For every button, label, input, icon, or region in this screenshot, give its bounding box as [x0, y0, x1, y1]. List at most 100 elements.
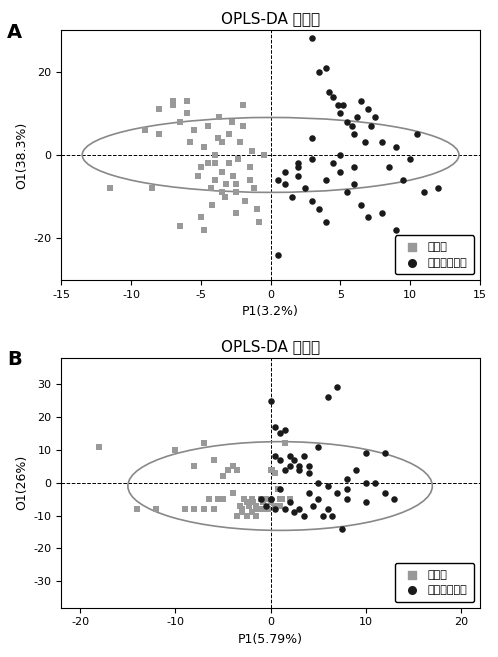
Point	[336, 108, 344, 118]
Point	[287, 191, 295, 202]
Text: B: B	[7, 350, 21, 369]
Point	[240, 494, 248, 505]
Point	[224, 464, 232, 475]
Point	[305, 487, 313, 498]
Point	[236, 501, 244, 511]
Point	[200, 438, 208, 449]
Title: OPLS-DA 得分图: OPLS-DA 得分图	[221, 339, 320, 354]
Point	[232, 208, 240, 219]
Point	[191, 461, 199, 472]
Point	[343, 494, 351, 505]
Point	[338, 524, 346, 534]
Text: A: A	[7, 22, 22, 41]
Point	[210, 504, 218, 514]
Point	[207, 183, 215, 194]
Point	[204, 120, 212, 131]
Point	[219, 471, 227, 482]
Point	[235, 154, 243, 164]
Point	[210, 455, 218, 465]
Point	[322, 62, 330, 73]
Point	[233, 464, 241, 475]
Point	[329, 158, 337, 168]
Point	[295, 461, 303, 472]
Point	[183, 95, 191, 106]
Point	[322, 175, 330, 185]
Point	[286, 494, 294, 505]
Point	[215, 112, 223, 123]
Point	[343, 474, 351, 485]
Point	[348, 120, 356, 131]
Point	[325, 87, 333, 98]
Point	[390, 494, 398, 505]
Point	[236, 137, 244, 148]
Point	[155, 129, 163, 139]
Point	[242, 196, 249, 206]
Point	[208, 200, 216, 210]
Point	[378, 137, 386, 148]
Point	[243, 497, 251, 508]
Point	[294, 158, 302, 168]
Point	[155, 104, 163, 114]
Point	[329, 91, 337, 102]
Point	[319, 510, 327, 521]
Point	[300, 451, 308, 462]
Title: OPLS-DA 得分图: OPLS-DA 得分图	[221, 11, 320, 26]
Point	[228, 116, 236, 127]
Point	[271, 504, 279, 514]
Point	[314, 442, 322, 452]
Point	[314, 478, 322, 488]
Point	[250, 183, 258, 194]
Point	[315, 66, 323, 77]
Point	[278, 494, 286, 505]
Point	[329, 510, 337, 521]
Point	[252, 510, 260, 521]
Point	[309, 501, 317, 511]
Point	[268, 464, 276, 475]
Point	[308, 154, 316, 164]
Point	[232, 187, 240, 198]
Point	[238, 504, 246, 514]
Point	[95, 442, 103, 452]
Point	[252, 204, 260, 214]
Point	[378, 208, 386, 219]
Point	[245, 501, 252, 511]
Point	[239, 120, 247, 131]
Point	[200, 504, 208, 514]
Legend: 对照组, 脑白质病变组: 对照组, 脑白质病变组	[394, 235, 474, 274]
Point	[191, 504, 199, 514]
Point	[266, 497, 274, 508]
Point	[239, 100, 247, 110]
Point	[281, 504, 289, 514]
Point	[169, 95, 177, 106]
Point	[314, 494, 322, 505]
Point	[420, 187, 428, 198]
Point	[280, 166, 288, 177]
Point	[324, 392, 332, 403]
Point	[381, 487, 389, 498]
Point	[276, 428, 284, 439]
Point	[183, 108, 191, 118]
Point	[225, 158, 233, 168]
Point	[308, 196, 316, 206]
Point	[295, 504, 303, 514]
Point	[214, 133, 222, 143]
Point	[171, 445, 179, 455]
Point	[266, 494, 274, 505]
Point	[257, 494, 265, 505]
Point	[294, 162, 302, 173]
Point	[281, 425, 289, 436]
Point	[225, 129, 233, 139]
Point	[248, 494, 255, 505]
Point	[274, 484, 282, 495]
Point	[434, 183, 442, 194]
Point	[350, 129, 358, 139]
Point	[371, 112, 379, 123]
Point	[381, 448, 389, 459]
Point	[273, 250, 281, 260]
Point	[364, 104, 372, 114]
Point	[392, 141, 400, 152]
Point	[280, 179, 288, 189]
Point	[333, 382, 341, 393]
Point	[271, 501, 279, 511]
Point	[362, 137, 370, 148]
